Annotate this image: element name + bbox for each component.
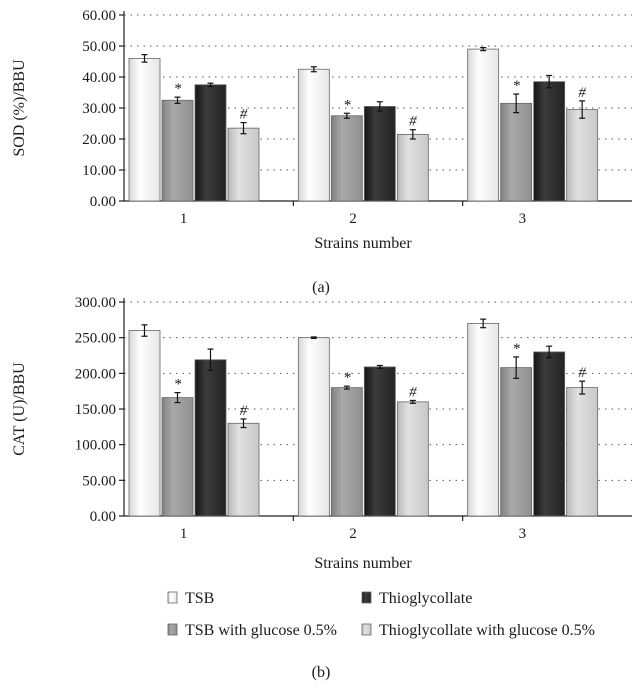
significance-marker: #: [240, 403, 248, 419]
bar: [566, 109, 599, 202]
bar: [500, 102, 533, 202]
x-tick-label: 3: [519, 211, 527, 227]
x-tick-label: 3: [519, 526, 527, 542]
y-tick-label: 300.00: [75, 295, 116, 311]
legend-label: TSB: [185, 590, 214, 607]
bar: [194, 84, 227, 202]
x-tick-label: 1: [180, 526, 188, 542]
legend-label: TSB with glucose 0.5%: [185, 622, 337, 639]
significance-marker: *: [174, 81, 182, 97]
panel-b-chart: 0.00 50.00 100.00 150.00 200.00 250.00 300.00 *…: [11, 295, 632, 681]
bar: [227, 422, 260, 517]
bar: [467, 322, 500, 517]
y-tick-label: 200.00: [75, 366, 116, 382]
panel-label: (a): [312, 279, 330, 296]
y-tick-label: 60.00: [82, 8, 116, 24]
bar: [128, 330, 161, 517]
legend-swatch: [361, 623, 372, 636]
bar: [297, 68, 330, 202]
bar: [396, 133, 429, 202]
y-tick-label: 10.00: [82, 163, 116, 179]
y-tick-label: 40.00: [82, 70, 116, 86]
legend-label: Thioglycollate with glucose 0.5%: [379, 622, 595, 639]
bar: [467, 48, 500, 202]
bar: [227, 127, 260, 202]
significance-marker: #: [409, 384, 417, 400]
y-tick-label: 50.00: [82, 39, 116, 55]
x-axis-title: Strains number: [314, 235, 412, 252]
bar: [194, 359, 227, 517]
panel-label: (b): [312, 664, 331, 681]
bar: [330, 115, 363, 202]
significance-marker: #: [409, 114, 417, 130]
significance-marker: *: [512, 78, 520, 94]
legend-label: Thioglycollate: [379, 590, 472, 607]
significance-marker: #: [578, 365, 586, 381]
y-tick-label: 0.00: [90, 509, 116, 525]
bar: [128, 58, 161, 202]
bar: [161, 99, 194, 202]
significance-marker: #: [240, 107, 248, 123]
bar: [566, 387, 599, 517]
legend-swatch: [167, 623, 178, 636]
bar: [533, 81, 566, 202]
legend-swatch: [167, 591, 178, 604]
bar: [396, 401, 429, 517]
y-tick-label: 150.00: [75, 402, 116, 418]
y-tick-label: 250.00: [75, 331, 116, 347]
legend-swatch: [361, 591, 372, 604]
bar: [363, 366, 396, 517]
x-tick-label: 2: [349, 211, 357, 227]
y-tick-label: 20.00: [82, 132, 116, 148]
significance-marker: #: [578, 85, 586, 101]
legend: TSB Thioglycollate TSB with glucose 0.5% Th…: [167, 590, 595, 639]
bar: [363, 106, 396, 202]
y-tick-label: 0.00: [90, 194, 116, 210]
significance-marker: *: [343, 370, 351, 386]
panel-a-chart: 0.00 10.00 20.00 30.00 40.00 50.00 60.00 * #1 * #2…: [11, 8, 632, 296]
y-tick-label: 100.00: [75, 438, 116, 454]
significance-marker: *: [343, 97, 351, 113]
significance-marker: *: [174, 377, 182, 393]
bar: [500, 367, 533, 517]
y-tick-label: 30.00: [82, 101, 116, 117]
bar: [297, 337, 330, 517]
y-tick-label: 50.00: [82, 473, 116, 489]
x-tick-label: 2: [349, 526, 357, 542]
y-axis-title: SOD (%)/BBU: [11, 59, 28, 157]
y-axis-title: CAT (U)/BBU: [11, 362, 28, 456]
bar: [161, 397, 194, 517]
bar: [330, 387, 363, 517]
bar: [533, 351, 566, 517]
significance-marker: *: [512, 341, 520, 357]
x-tick-label: 1: [180, 211, 188, 227]
x-axis-title: Strains number: [314, 555, 412, 572]
